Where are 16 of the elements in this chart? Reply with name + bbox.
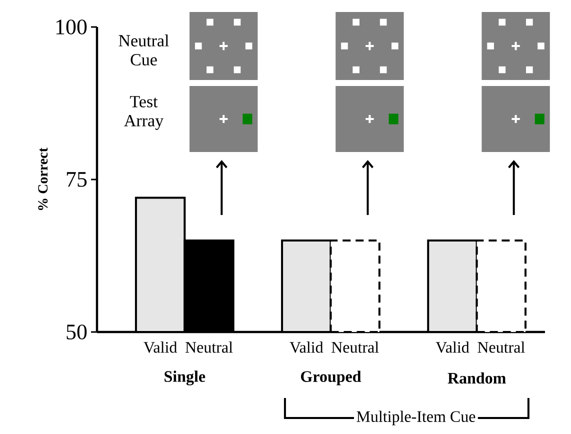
x-tick-label: Neutral [185,342,233,353]
x-tick-label: Neutral [332,342,379,353]
text: Grouped [300,370,362,386]
y-axis-title: % Correct [38,148,48,210]
text: Single [164,370,206,386]
x-tick-label: Neutral [478,342,525,353]
annotation: Neutral Cue [118,34,169,66]
annotation: Test Array [124,96,164,130]
x-tick-label: Valid [144,342,178,353]
y-tick-label: 50 [66,324,87,340]
y-tick-label: 75 [66,172,87,187]
x-tick-label: Valid [290,342,324,353]
y-tick-label: 100 [56,20,87,34]
text: Multiple-Item Cue [356,410,476,426]
x-tick-label: Valid [436,342,470,353]
text: Random [448,372,506,384]
